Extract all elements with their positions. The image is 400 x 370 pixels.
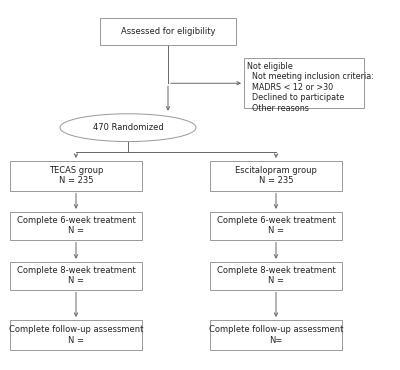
Text: Not eligible
  Not meeting inclusion criteria:
  MADRS < 12 or >30
  Declined to: Not eligible Not meeting inclusion crite… bbox=[247, 62, 374, 112]
FancyBboxPatch shape bbox=[100, 17, 236, 45]
Text: Complete follow-up assessment
N =: Complete follow-up assessment N = bbox=[9, 325, 143, 344]
Text: 470 Randomized: 470 Randomized bbox=[93, 123, 163, 132]
Text: Complete follow-up assessment
N=: Complete follow-up assessment N= bbox=[209, 325, 343, 344]
Text: Complete 8-week treatment
N =: Complete 8-week treatment N = bbox=[17, 266, 135, 285]
Text: Assessed for eligibility: Assessed for eligibility bbox=[121, 27, 215, 36]
FancyBboxPatch shape bbox=[210, 161, 342, 191]
FancyBboxPatch shape bbox=[10, 262, 142, 289]
Text: Complete 6-week treatment
N =: Complete 6-week treatment N = bbox=[217, 216, 335, 235]
FancyBboxPatch shape bbox=[10, 161, 142, 191]
FancyBboxPatch shape bbox=[10, 320, 142, 350]
Text: Complete 8-week treatment
N =: Complete 8-week treatment N = bbox=[217, 266, 335, 285]
Text: TECAS group
N = 235: TECAS group N = 235 bbox=[49, 166, 103, 185]
FancyBboxPatch shape bbox=[210, 320, 342, 350]
Text: Escitalopram group
N = 235: Escitalopram group N = 235 bbox=[235, 166, 317, 185]
FancyBboxPatch shape bbox=[210, 212, 342, 240]
Text: Complete 6-week treatment
N =: Complete 6-week treatment N = bbox=[17, 216, 135, 235]
FancyBboxPatch shape bbox=[244, 58, 364, 108]
FancyBboxPatch shape bbox=[10, 212, 142, 240]
Ellipse shape bbox=[60, 114, 196, 141]
FancyBboxPatch shape bbox=[210, 262, 342, 289]
